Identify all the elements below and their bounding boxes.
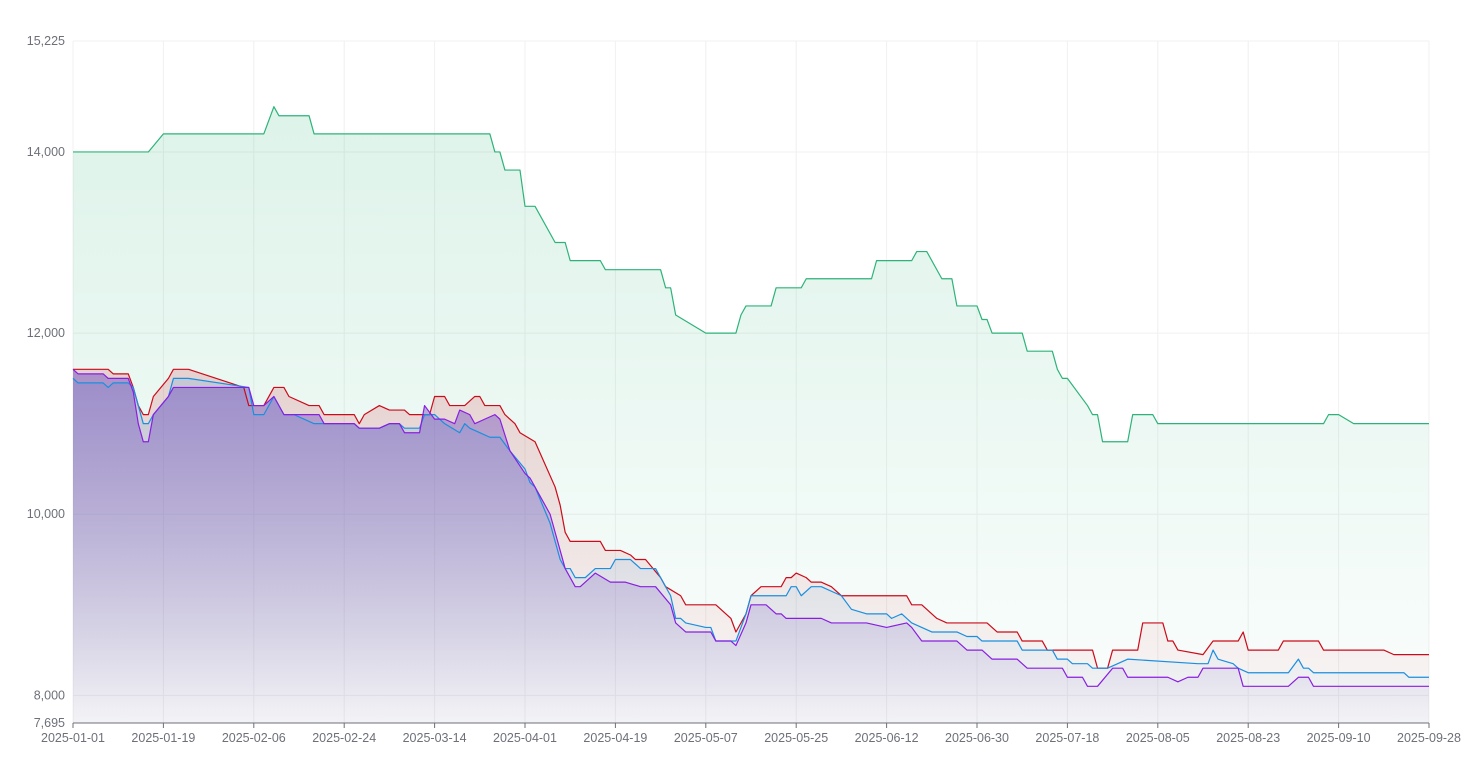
x-tick-label: 2025-05-07	[674, 731, 738, 745]
y-tick-label: 10,000	[27, 507, 65, 521]
x-tick-label: 2025-02-24	[312, 731, 376, 745]
x-tick-label: 2025-04-01	[493, 731, 557, 745]
y-tick-label: 8,000	[34, 688, 65, 702]
x-tick-label: 2025-08-05	[1126, 731, 1190, 745]
x-tick-label: 2025-03-14	[403, 731, 467, 745]
x-tick-label: 2025-02-06	[222, 731, 286, 745]
x-tick-label: 2025-09-28	[1397, 731, 1461, 745]
x-tick-label: 2025-06-30	[945, 731, 1009, 745]
x-tick-label: 2025-04-19	[583, 731, 647, 745]
y-tick-label: 15,225	[27, 34, 65, 48]
x-tick-label: 2025-07-18	[1035, 731, 1099, 745]
series-line-4	[72, 368, 1429, 687]
series-line-2	[73, 368, 1429, 669]
series-line-1	[73, 106, 1429, 443]
x-tick-label: 2025-06-12	[855, 731, 919, 745]
x-tick-label: 2025-01-01	[41, 731, 105, 745]
series-areas	[73, 106, 1429, 723]
x-tick-label: 2025-05-25	[764, 731, 828, 745]
series-lines	[72, 106, 1429, 687]
x-tick-label: 2025-09-10	[1307, 731, 1371, 745]
y-tick-label: 7,695	[34, 716, 65, 730]
axes: 7,695 8,000 10,000 12,000 14,000 15,225 2025-0…	[27, 34, 1461, 745]
x-tick-label: 2025-01-19	[131, 731, 195, 745]
series-area-4	[73, 369, 1429, 723]
y-tick-label: 14,000	[27, 145, 65, 159]
x-tick-label: 2025-08-23	[1216, 731, 1280, 745]
y-tick-label: 12,000	[27, 326, 65, 340]
